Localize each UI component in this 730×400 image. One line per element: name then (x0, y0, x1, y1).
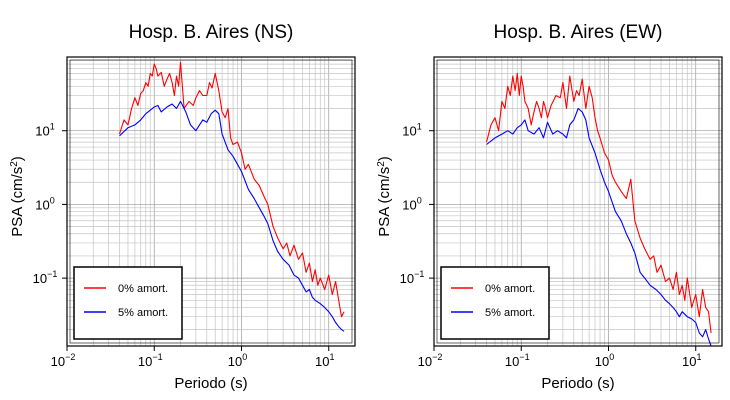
panel-1-legend-box (440, 266, 550, 340)
panel-1-x-tick-label: 10−2 (418, 352, 443, 369)
panel-0-chart: 10−2 10−1 100 101 10−1 100 101 Hosp. B. Aires (… (9, 22, 356, 392)
panel-1-series-0-line (485, 72, 712, 334)
panel-1-y-axis-label: PSA (cm/s2) (376, 156, 393, 237)
panel-0-series-0-line (118, 61, 345, 318)
panel-1-y-tick-label: 10−1 (400, 269, 425, 286)
panel-0-x-tick-label: 100 (228, 352, 247, 369)
panel-1-y-tick-label: 101 (402, 122, 421, 139)
panel-0-plot-inner-frame (69, 59, 353, 344)
panel-1-x-tick-label: 100 (595, 352, 614, 369)
panel-1-legend-label-1: 5% amort. (485, 307, 535, 319)
panel-1-chart: 10−2 10−1 100 101 10−1 100 101 Hosp. B. Aires (… (376, 22, 723, 392)
panel-1-legend: 0% amort. 5% amort. (440, 266, 550, 340)
panel-1-plot-frame (433, 56, 723, 347)
panel-0-x-tick-label: 101 (315, 352, 334, 369)
panel-1-plot-inner-frame (436, 59, 720, 344)
panel-0-y-tick-label: 101 (35, 122, 54, 139)
panel-0-x-tick-label: 10−1 (138, 352, 163, 369)
panel-0-y-axis-label: PSA (cm/s2) (9, 156, 26, 237)
panel-0-y-tick-label: 100 (35, 195, 54, 212)
panel-1-series-1-line (486, 107, 712, 347)
panel-0-x-axis-label: Periodo (s) (174, 375, 247, 392)
panel-0-legend-label-1: 5% amort. (118, 307, 168, 319)
panel-0-x-tick-label: 10−2 (51, 352, 76, 369)
panel-1-chart-title: Hosp. B. Aires (EW) (494, 22, 663, 43)
panel-1-x-tick-label: 101 (682, 352, 701, 369)
panel-0-y-tick-label: 10−1 (33, 269, 58, 286)
panel-0-grid (67, 57, 355, 346)
panel-1-x-axis-label: Periodo (s) (541, 375, 614, 392)
panel-0-legend: 0% amort. 5% amort. (73, 266, 183, 340)
panel-0-legend-box (73, 266, 183, 340)
panel-1-x-tick-label: 10−1 (505, 352, 530, 369)
panel-1-y-tick-label: 100 (402, 195, 421, 212)
panel-1-legend-label-0: 0% amort. (485, 283, 535, 295)
panel-0-plot-frame (66, 56, 356, 347)
panel-0-series-1-line (119, 100, 345, 332)
panel-0-chart-title: Hosp. B. Aires (NS) (129, 22, 294, 43)
panel-0-legend-label-0: 0% amort. (118, 283, 168, 295)
